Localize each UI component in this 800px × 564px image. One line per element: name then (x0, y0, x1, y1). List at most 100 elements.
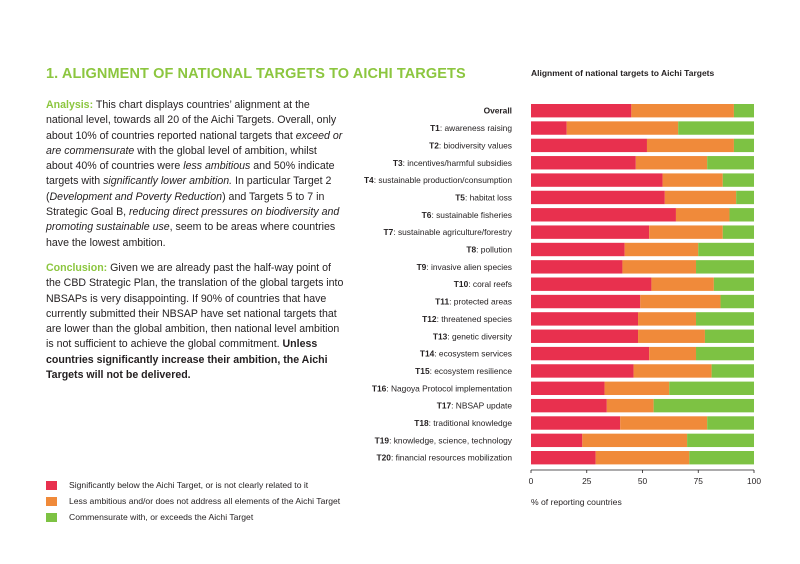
bar-segment-below (531, 433, 583, 448)
conclusion-text: Given we are already past the half-way p… (46, 262, 344, 351)
bar-segment-commensurate (733, 104, 754, 118)
legend-item: Significantly below the Aichi Target, or… (46, 477, 340, 493)
x-tick-label: 100 (747, 476, 761, 486)
x-tick-label: 50 (638, 476, 648, 486)
x-axis-label: % of reporting countries (531, 497, 622, 507)
analysis-paragraph: Analysis: This chart displays countries’… (46, 98, 346, 251)
category-label: Overall (484, 106, 512, 116)
bar-segment-commensurate (698, 242, 754, 257)
analysis-text: and 50% indicate targets with (46, 160, 335, 188)
bar-segment-commensurate (707, 416, 754, 430)
bar-segment-commensurate (696, 260, 754, 274)
category-label: T15: ecosystem resilience (415, 366, 512, 376)
bar-segment-below (531, 242, 625, 257)
legend-label: Significantly below the Aichi Target, or… (69, 480, 309, 490)
analysis-text: In particular Target 2 ( (46, 175, 332, 203)
bar-segment-commensurate (722, 173, 754, 187)
category-label: T16: Nagoya Protocol implementation (372, 383, 512, 393)
bar-segment-commensurate (729, 208, 754, 222)
bar-segment-below (531, 416, 621, 430)
legend-label: Less ambitious and/or does not address a… (69, 496, 341, 506)
bar-segment-less-ambitious (635, 156, 708, 170)
section-heading: 1. ALIGNMENT OF NATIONAL TARGETS TO AICH… (46, 66, 466, 82)
bar-segment-less-ambitious (638, 312, 697, 326)
bar-segment-less-ambitious (566, 121, 679, 135)
category-label: T5: habitat loss (455, 192, 512, 202)
bar-segment-commensurate (711, 364, 754, 378)
bar-segment-less-ambitious (646, 138, 734, 153)
bar-segment-below (531, 260, 623, 274)
analysis-lead: Analysis: (46, 99, 94, 111)
bar-segment-commensurate (653, 398, 754, 413)
bar-segment-below (531, 225, 650, 239)
bar-segment-below (531, 208, 676, 222)
bar-segment-commensurate (704, 329, 754, 343)
legend-item: Less ambitious and/or does not address a… (46, 493, 340, 509)
category-label: T14: ecosystem services (420, 349, 512, 359)
bar-segment-below (531, 190, 665, 205)
category-label: T3: incentives/harmful subsidies (393, 158, 512, 168)
category-label: T8: pollution (466, 245, 512, 255)
bar-segment-commensurate (678, 121, 754, 135)
category-label: T9: invasive alien species (417, 262, 512, 272)
conclusion-lead: Conclusion: (46, 262, 108, 274)
analysis-text: ) and Targets 5 to 7 in Strategic Goal B… (46, 190, 325, 219)
analysis-emphasis: reducing direct pressures on biodiversit… (46, 206, 340, 234)
bar-segment-below (531, 104, 632, 118)
analysis-text: , seem to be areas where countries have … (46, 221, 336, 249)
bar-segment-less-ambitious (675, 208, 730, 222)
bar-segment-less-ambitious (622, 260, 697, 274)
category-label: T13: genetic diversity (433, 331, 513, 341)
chart-title: Alignment of national targets to Aichi T… (531, 68, 715, 78)
category-label: T4: sustainable production/consumption (364, 175, 512, 185)
bar-segment-commensurate (722, 225, 754, 239)
bar-segment-less-ambitious (595, 451, 690, 465)
analysis-text: with the global level of ambition, whils… (46, 144, 317, 173)
category-label: T6: sustainable fisheries (422, 210, 512, 220)
bar-segment-less-ambitious (631, 104, 734, 118)
bar-segment-below (531, 398, 607, 413)
legend-swatch-green (46, 512, 57, 522)
bar-segment-below (531, 277, 652, 291)
bar-segment-commensurate (713, 277, 754, 291)
bar-segment-less-ambitious (633, 364, 712, 378)
analysis-emphasis: exceed or are commensurate (46, 129, 343, 157)
bar-segment-commensurate (696, 346, 754, 361)
bar-segment-commensurate (696, 312, 754, 326)
bar-segment-commensurate (720, 294, 754, 309)
bar-segment-commensurate (733, 138, 754, 153)
x-tick-label: 0 (529, 476, 534, 486)
bar-segment-below (531, 364, 634, 378)
bar-segment-below (531, 381, 605, 395)
legend-item: Commensurate with, or exceeds the Aichi … (46, 509, 340, 525)
bar-segment-below (531, 329, 639, 343)
category-label: T17: NBSAP update (437, 401, 513, 411)
bar-segment-less-ambitious (651, 277, 714, 291)
analysis-emphasis: significantly lower ambition. (103, 175, 233, 188)
category-label: T19: knowledge, science, technology (375, 435, 513, 445)
conclusion-paragraph: Conclusion: Given we are already past th… (46, 261, 346, 383)
category-label: T7: sustainable agriculture/forestry (384, 227, 513, 237)
bar-segment-less-ambitious (662, 173, 723, 187)
bar-segment-less-ambitious (604, 381, 670, 395)
legend-swatch-orange (46, 496, 57, 506)
bar-segment-below (531, 156, 636, 170)
bar-segment-below (531, 173, 663, 187)
legend-swatch-red (46, 480, 57, 490)
bar-segment-below (531, 294, 641, 309)
bar-segment-below (531, 121, 567, 135)
bar-segment-less-ambitious (582, 433, 688, 448)
bar-segment-commensurate (669, 381, 754, 395)
analysis-text: This chart displays countries’ alignment… (46, 99, 337, 142)
category-label: T12: threatened species (422, 314, 512, 324)
bar-segment-less-ambitious (664, 190, 737, 205)
analysis-emphasis: Development and Poverty Reduction (49, 190, 223, 203)
bar-segment-less-ambitious (620, 416, 708, 430)
category-label: T10: coral reefs (454, 279, 512, 289)
bar-segment-less-ambitious (649, 225, 723, 239)
bar-segment-below (531, 346, 650, 361)
category-label: T11: protected areas (435, 297, 512, 307)
conclusion-emphasis: Unless countries significantly increase … (46, 338, 328, 382)
legend: Significantly below the Aichi Target, or… (46, 477, 340, 525)
